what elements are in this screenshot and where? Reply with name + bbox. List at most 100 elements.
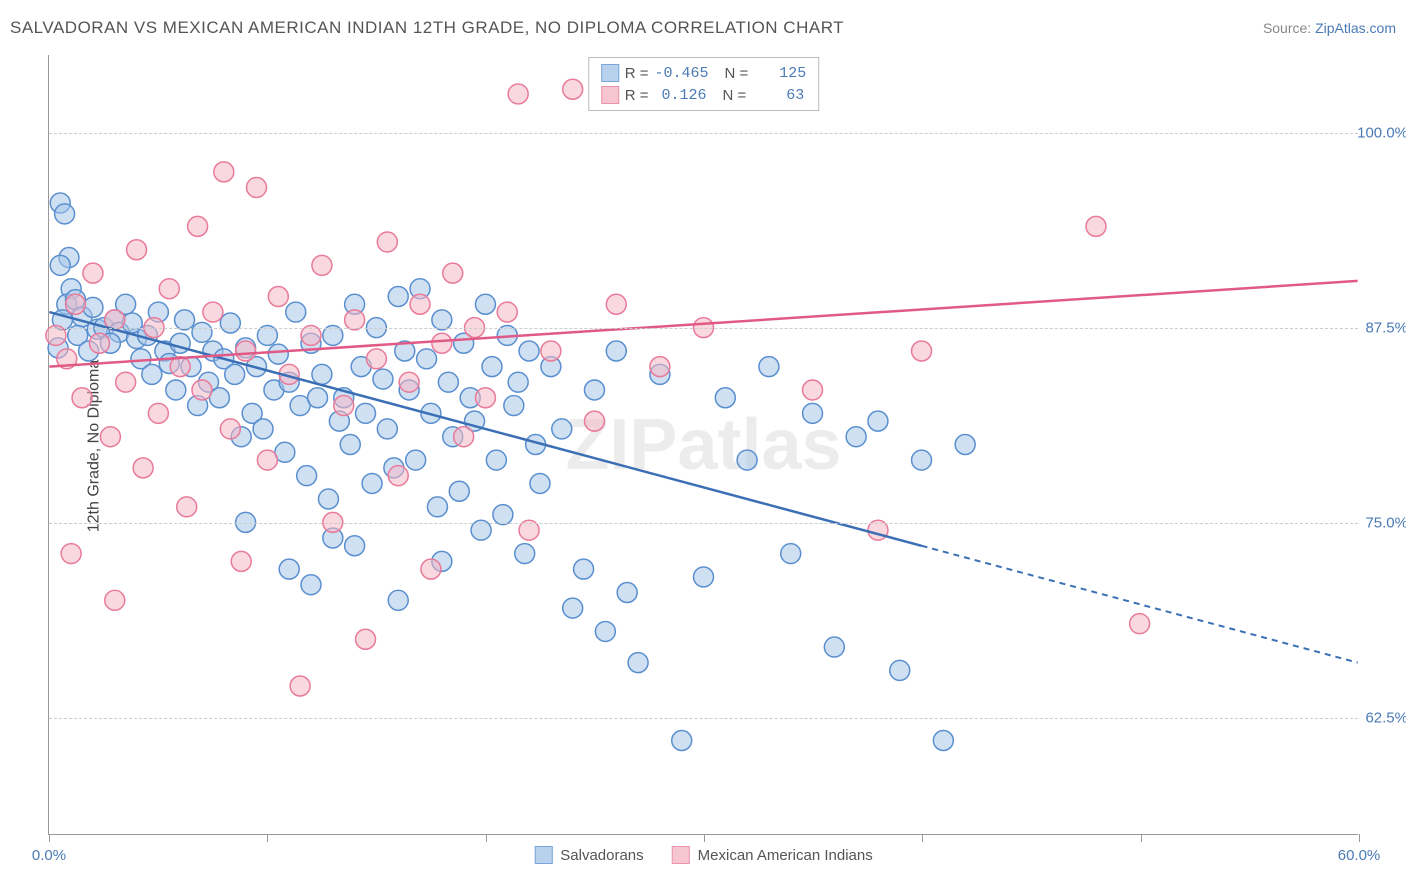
data-point	[318, 489, 338, 509]
data-point	[345, 310, 365, 330]
data-point	[432, 310, 452, 330]
legend-n-value: 125	[754, 65, 806, 82]
data-point	[297, 466, 317, 486]
x-tick	[49, 834, 50, 842]
data-point	[220, 313, 240, 333]
data-point	[308, 388, 328, 408]
data-point	[90, 333, 110, 353]
data-point	[159, 279, 179, 299]
x-tick	[704, 834, 705, 842]
data-point	[846, 427, 866, 447]
data-point	[427, 497, 447, 517]
data-point	[890, 660, 910, 680]
x-tick	[267, 834, 268, 842]
data-point	[563, 79, 583, 99]
data-point	[955, 435, 975, 455]
data-point	[142, 364, 162, 384]
data-point	[192, 322, 212, 342]
data-point	[356, 403, 376, 423]
data-point	[83, 297, 103, 317]
data-point	[563, 598, 583, 618]
data-point	[188, 216, 208, 236]
legend-label: Salvadorans	[560, 847, 643, 864]
data-point	[574, 559, 594, 579]
data-point	[606, 294, 626, 314]
data-point	[508, 372, 528, 392]
chart-title: SALVADORAN VS MEXICAN AMERICAN INDIAN 12…	[10, 18, 844, 38]
data-point	[366, 349, 386, 369]
data-point	[628, 653, 648, 673]
data-point	[493, 505, 513, 525]
x-tick	[1359, 834, 1360, 842]
data-point	[1130, 614, 1150, 634]
data-point	[443, 263, 463, 283]
data-point	[694, 567, 714, 587]
data-point	[203, 302, 223, 322]
data-point	[66, 294, 86, 314]
legend-r-label: R =	[625, 87, 649, 104]
data-point	[438, 372, 458, 392]
data-point	[345, 536, 365, 556]
data-point	[912, 341, 932, 361]
legend-entry: Mexican American Indians	[672, 846, 873, 864]
data-point	[737, 450, 757, 470]
data-point	[127, 240, 147, 260]
gridline	[49, 328, 1358, 329]
data-point	[312, 255, 332, 275]
legend-swatch	[672, 846, 690, 864]
data-point	[72, 388, 92, 408]
data-point	[410, 294, 430, 314]
source-label: Source: ZipAtlas.com	[1263, 20, 1396, 36]
y-tick-label: 100.0%	[1348, 125, 1406, 142]
data-point	[177, 497, 197, 517]
data-point	[541, 341, 561, 361]
data-point	[268, 287, 288, 307]
data-point	[454, 427, 474, 447]
data-point	[61, 544, 81, 564]
data-point	[486, 450, 506, 470]
data-point	[236, 341, 256, 361]
data-point	[253, 419, 273, 439]
data-point	[824, 637, 844, 657]
data-point	[214, 162, 234, 182]
data-point	[340, 435, 360, 455]
data-point	[247, 177, 267, 197]
correlation-legend: R =-0.465N =125R =0.126N =63	[588, 57, 820, 111]
data-point	[759, 357, 779, 377]
data-point	[388, 287, 408, 307]
y-tick-label: 87.5%	[1348, 320, 1406, 337]
data-point	[377, 419, 397, 439]
data-point	[166, 380, 186, 400]
data-point	[388, 466, 408, 486]
data-point	[377, 232, 397, 252]
source-prefix: Source:	[1263, 20, 1315, 36]
data-point	[508, 84, 528, 104]
data-point	[868, 411, 888, 431]
data-point	[530, 473, 550, 493]
data-point	[312, 364, 332, 384]
data-point	[417, 349, 437, 369]
data-point	[257, 450, 277, 470]
series-legend: Salvadorans Mexican American Indians	[534, 846, 872, 864]
x-tick	[486, 834, 487, 842]
chart-container: SALVADORAN VS MEXICAN AMERICAN INDIAN 12…	[0, 0, 1406, 892]
x-tick-label: 60.0%	[1338, 847, 1381, 864]
data-point	[116, 372, 136, 392]
legend-swatch	[601, 64, 619, 82]
legend-n-label: N =	[722, 87, 746, 104]
data-point	[421, 559, 441, 579]
data-point	[192, 380, 212, 400]
data-point	[100, 427, 120, 447]
data-point	[432, 333, 452, 353]
legend-n-value: 63	[752, 87, 804, 104]
trend-line-extrapolated	[922, 546, 1358, 663]
legend-row: R =-0.465N =125	[601, 62, 807, 84]
data-point	[552, 419, 572, 439]
data-point	[482, 357, 502, 377]
x-tick	[922, 834, 923, 842]
data-point	[55, 204, 75, 224]
data-point	[672, 731, 692, 751]
source-link[interactable]: ZipAtlas.com	[1315, 20, 1396, 36]
data-point	[175, 310, 195, 330]
y-tick-label: 75.0%	[1348, 515, 1406, 532]
